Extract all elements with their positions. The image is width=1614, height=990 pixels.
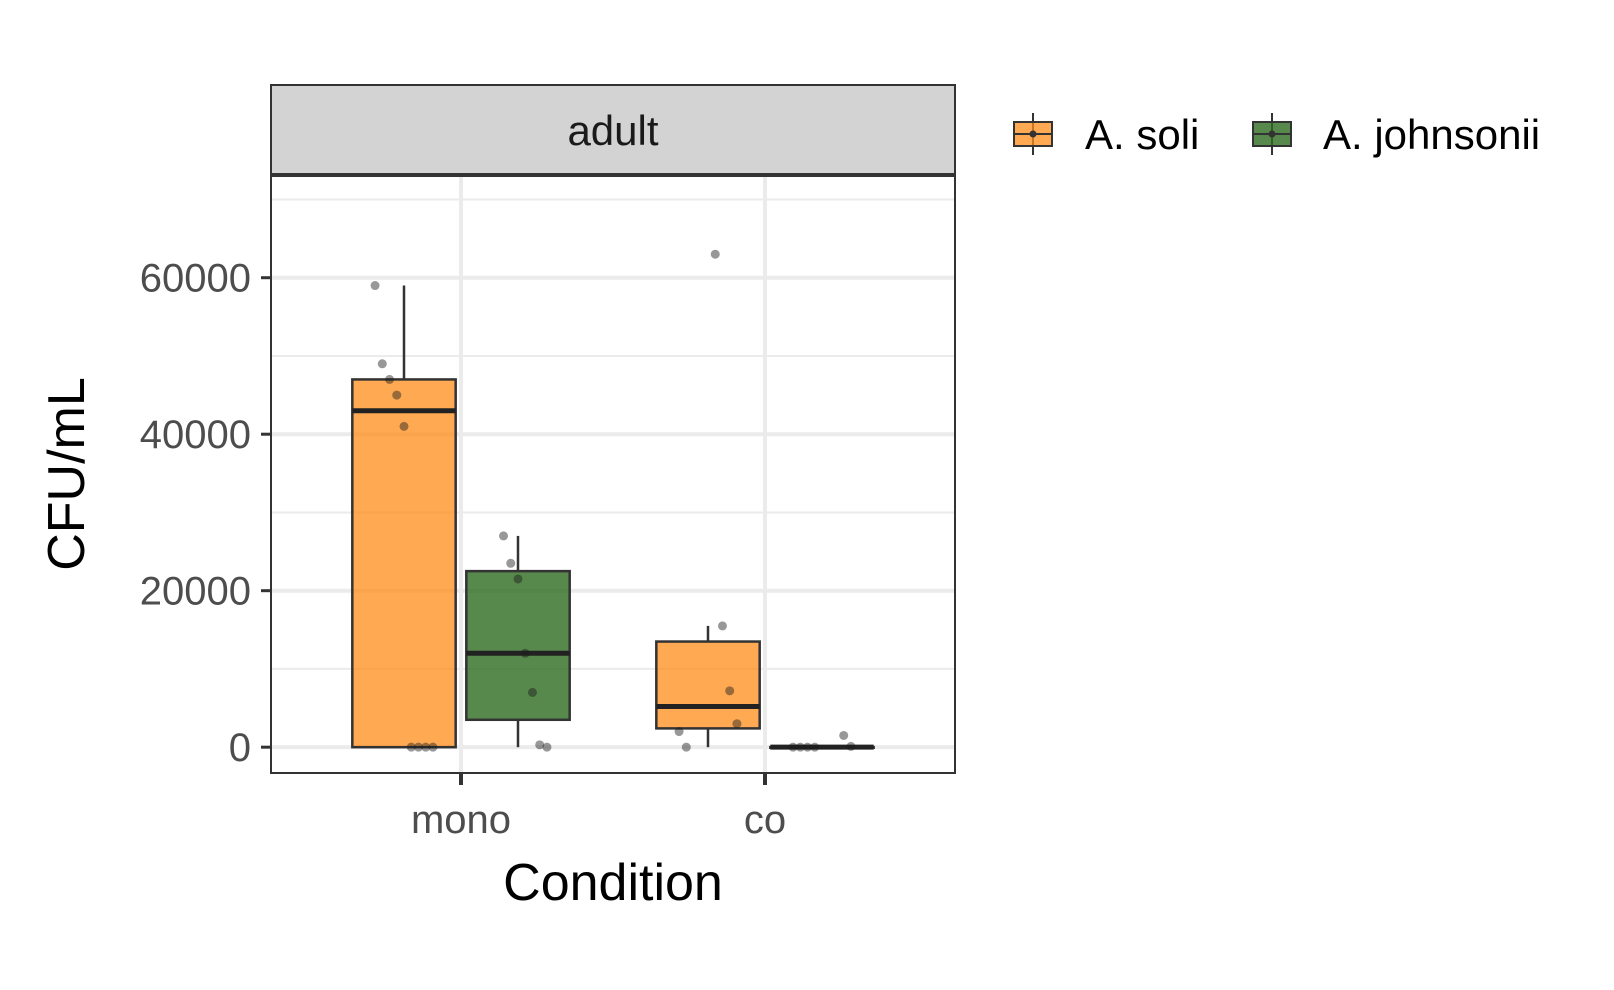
data-point xyxy=(681,742,691,752)
y-tick-label: 20000 xyxy=(140,570,251,614)
x-tick-label: mono xyxy=(411,798,511,842)
data-point xyxy=(535,740,545,750)
box-a-soli-co xyxy=(655,625,761,748)
y-tick-label: 60000 xyxy=(140,257,251,301)
legend-label-a-johnsonii: A. johnsonii xyxy=(1323,111,1540,158)
data-point xyxy=(846,741,856,751)
data-point xyxy=(839,730,849,740)
legend-label-a-soli: A. soli xyxy=(1085,111,1199,158)
data-point xyxy=(527,687,537,697)
data-point xyxy=(674,727,684,737)
data-point xyxy=(377,359,387,369)
data-point xyxy=(392,390,402,400)
data-point xyxy=(725,686,735,696)
data-point xyxy=(428,742,438,752)
data-point xyxy=(520,648,530,658)
y-axis-title: CFU/mL xyxy=(38,377,96,571)
legend: A. soli A. johnsonii xyxy=(1013,111,1540,158)
legend-key-point xyxy=(1268,130,1276,138)
data-points xyxy=(370,249,856,752)
data-point xyxy=(413,742,423,752)
data-point xyxy=(717,621,727,631)
data-point xyxy=(795,742,805,752)
legend-item-a-johnsonii: A. johnsonii xyxy=(1252,111,1540,158)
box-body xyxy=(655,640,761,730)
data-point xyxy=(788,742,798,752)
x-axis-title: Condition xyxy=(503,854,723,912)
data-point xyxy=(803,742,813,752)
data-point xyxy=(399,421,409,431)
data-point xyxy=(710,249,720,259)
data-point xyxy=(421,742,431,752)
box-body xyxy=(351,378,457,749)
data-point xyxy=(370,281,380,291)
box-a-johnsonii-mono xyxy=(465,535,571,748)
box-a-johnsonii-co xyxy=(769,744,875,750)
data-point xyxy=(513,574,523,584)
facet-strip xyxy=(270,84,956,175)
x-tick-label: co xyxy=(744,798,786,842)
data-point xyxy=(385,374,395,384)
axes: 0 20000 40000 60000 mono co xyxy=(140,257,786,842)
legend-key-point xyxy=(1029,130,1037,138)
legend-item-a-soli: A. soli xyxy=(1013,111,1199,158)
data-point xyxy=(732,719,742,729)
box-body xyxy=(465,569,571,722)
facet-label: adult xyxy=(567,107,658,154)
data-point xyxy=(499,531,509,541)
data-point xyxy=(810,742,820,752)
box-series xyxy=(351,285,875,750)
y-tick-label: 40000 xyxy=(140,413,251,457)
panel-border xyxy=(270,175,956,774)
y-tick-label: 0 xyxy=(229,726,251,770)
data-point xyxy=(406,742,416,752)
box-a-soli-mono xyxy=(351,285,457,749)
data-point xyxy=(542,742,552,752)
data-point xyxy=(506,558,516,568)
